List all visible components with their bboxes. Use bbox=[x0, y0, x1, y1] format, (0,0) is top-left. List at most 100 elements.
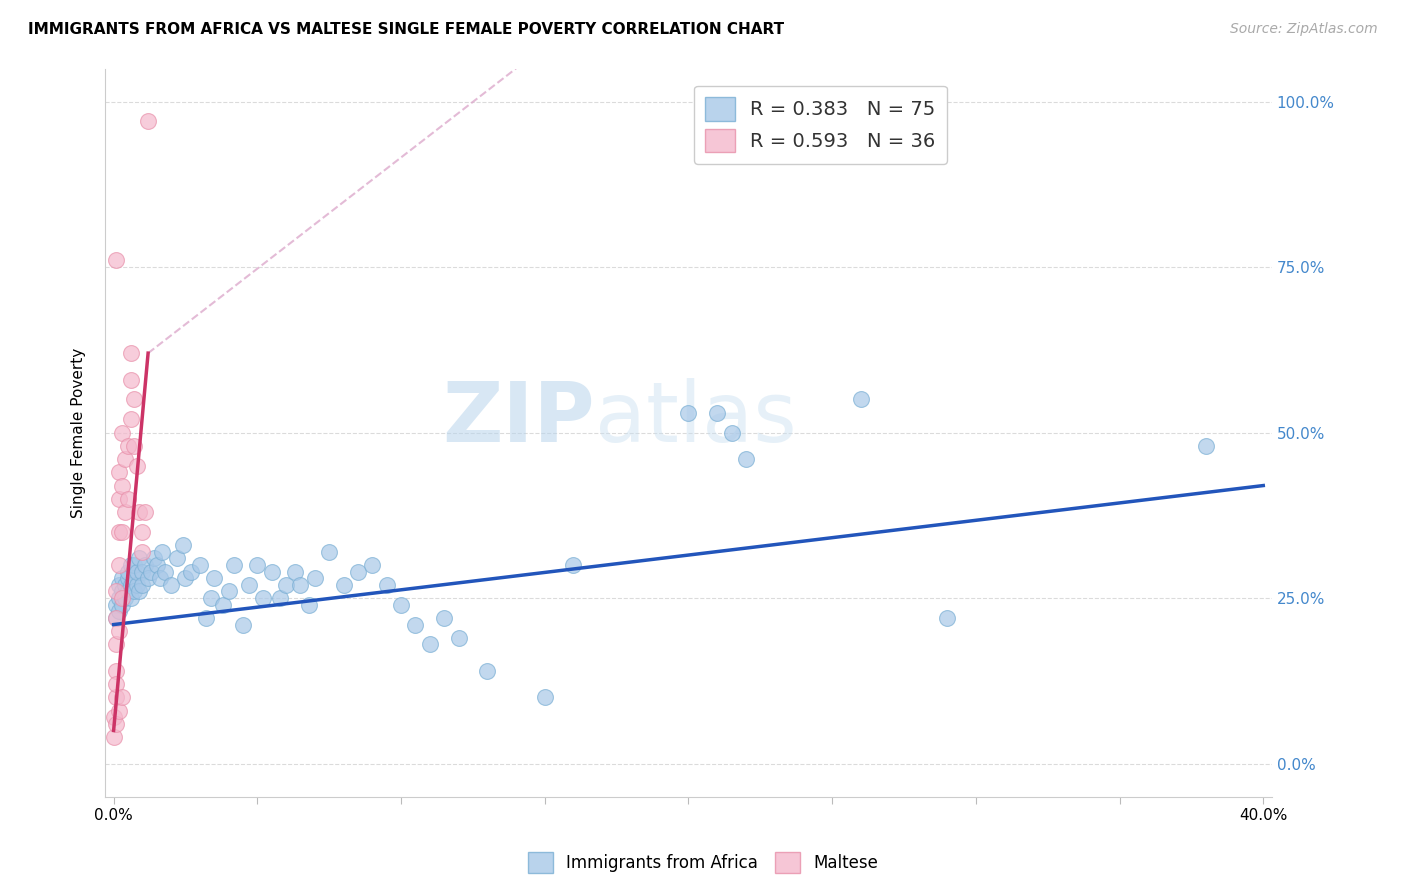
Point bbox=[1195, 439, 1218, 453]
Point bbox=[120, 346, 142, 360]
Text: atlas: atlas bbox=[595, 377, 797, 458]
Point bbox=[108, 491, 131, 506]
Point bbox=[224, 558, 246, 572]
Point bbox=[131, 524, 153, 539]
Point bbox=[111, 524, 134, 539]
Point bbox=[122, 439, 145, 453]
Point bbox=[120, 578, 142, 592]
Point bbox=[131, 578, 153, 592]
Point bbox=[111, 478, 134, 492]
Point bbox=[125, 565, 148, 579]
Point bbox=[419, 637, 441, 651]
Point bbox=[105, 598, 128, 612]
Point bbox=[238, 578, 260, 592]
Y-axis label: Single Female Poverty: Single Female Poverty bbox=[72, 348, 86, 517]
Point bbox=[125, 578, 148, 592]
Point bbox=[103, 730, 125, 744]
Point bbox=[125, 458, 148, 473]
Point bbox=[111, 584, 134, 599]
Point bbox=[361, 558, 384, 572]
Point bbox=[134, 505, 156, 519]
Point bbox=[404, 617, 426, 632]
Legend: R = 0.383   N = 75, R = 0.593   N = 36: R = 0.383 N = 75, R = 0.593 N = 36 bbox=[693, 86, 948, 164]
Point bbox=[166, 551, 188, 566]
Point bbox=[131, 545, 153, 559]
Point bbox=[108, 558, 131, 572]
Point bbox=[290, 578, 312, 592]
Text: IMMIGRANTS FROM AFRICA VS MALTESE SINGLE FEMALE POVERTY CORRELATION CHART: IMMIGRANTS FROM AFRICA VS MALTESE SINGLE… bbox=[28, 22, 785, 37]
Point bbox=[136, 114, 159, 128]
Point bbox=[562, 558, 585, 572]
Point bbox=[108, 578, 131, 592]
Point bbox=[269, 591, 291, 606]
Text: ZIP: ZIP bbox=[443, 377, 595, 458]
Point bbox=[447, 631, 470, 645]
Point bbox=[347, 565, 370, 579]
Point bbox=[318, 545, 340, 559]
Point bbox=[849, 392, 872, 407]
Point bbox=[720, 425, 742, 440]
Point bbox=[128, 551, 150, 566]
Point bbox=[139, 565, 162, 579]
Point bbox=[108, 524, 131, 539]
Point bbox=[105, 690, 128, 705]
Point bbox=[274, 578, 297, 592]
Point bbox=[105, 611, 128, 625]
Point bbox=[105, 677, 128, 691]
Point bbox=[252, 591, 274, 606]
Point bbox=[128, 505, 150, 519]
Point bbox=[105, 637, 128, 651]
Point bbox=[134, 558, 156, 572]
Point bbox=[108, 604, 131, 618]
Point bbox=[389, 598, 412, 612]
Point bbox=[122, 392, 145, 407]
Point bbox=[180, 565, 202, 579]
Point bbox=[936, 611, 959, 625]
Point bbox=[284, 565, 307, 579]
Point bbox=[108, 624, 131, 639]
Point bbox=[117, 439, 139, 453]
Point bbox=[122, 571, 145, 585]
Point bbox=[136, 571, 159, 585]
Point bbox=[332, 578, 354, 592]
Point bbox=[174, 571, 197, 585]
Point bbox=[194, 611, 217, 625]
Point bbox=[131, 565, 153, 579]
Point bbox=[120, 412, 142, 426]
Point bbox=[202, 571, 225, 585]
Point bbox=[160, 578, 183, 592]
Point bbox=[117, 584, 139, 599]
Legend: Immigrants from Africa, Maltese: Immigrants from Africa, Maltese bbox=[522, 846, 884, 880]
Point bbox=[188, 558, 211, 572]
Point bbox=[111, 591, 134, 606]
Point bbox=[477, 664, 499, 678]
Point bbox=[155, 565, 177, 579]
Point bbox=[111, 425, 134, 440]
Point bbox=[103, 710, 125, 724]
Point bbox=[117, 491, 139, 506]
Point bbox=[105, 584, 128, 599]
Point bbox=[211, 598, 233, 612]
Point bbox=[117, 571, 139, 585]
Point bbox=[122, 558, 145, 572]
Point bbox=[260, 565, 283, 579]
Point bbox=[111, 598, 134, 612]
Point bbox=[105, 664, 128, 678]
Point bbox=[152, 545, 174, 559]
Point bbox=[108, 704, 131, 718]
Point bbox=[218, 584, 240, 599]
Point bbox=[142, 551, 165, 566]
Point bbox=[172, 538, 194, 552]
Point bbox=[533, 690, 555, 705]
Point bbox=[105, 717, 128, 731]
Point bbox=[128, 584, 150, 599]
Point bbox=[375, 578, 398, 592]
Point bbox=[304, 571, 326, 585]
Point bbox=[120, 591, 142, 606]
Point bbox=[105, 611, 128, 625]
Point bbox=[108, 591, 131, 606]
Point bbox=[111, 571, 134, 585]
Point bbox=[120, 558, 142, 572]
Point bbox=[117, 565, 139, 579]
Point bbox=[149, 571, 172, 585]
